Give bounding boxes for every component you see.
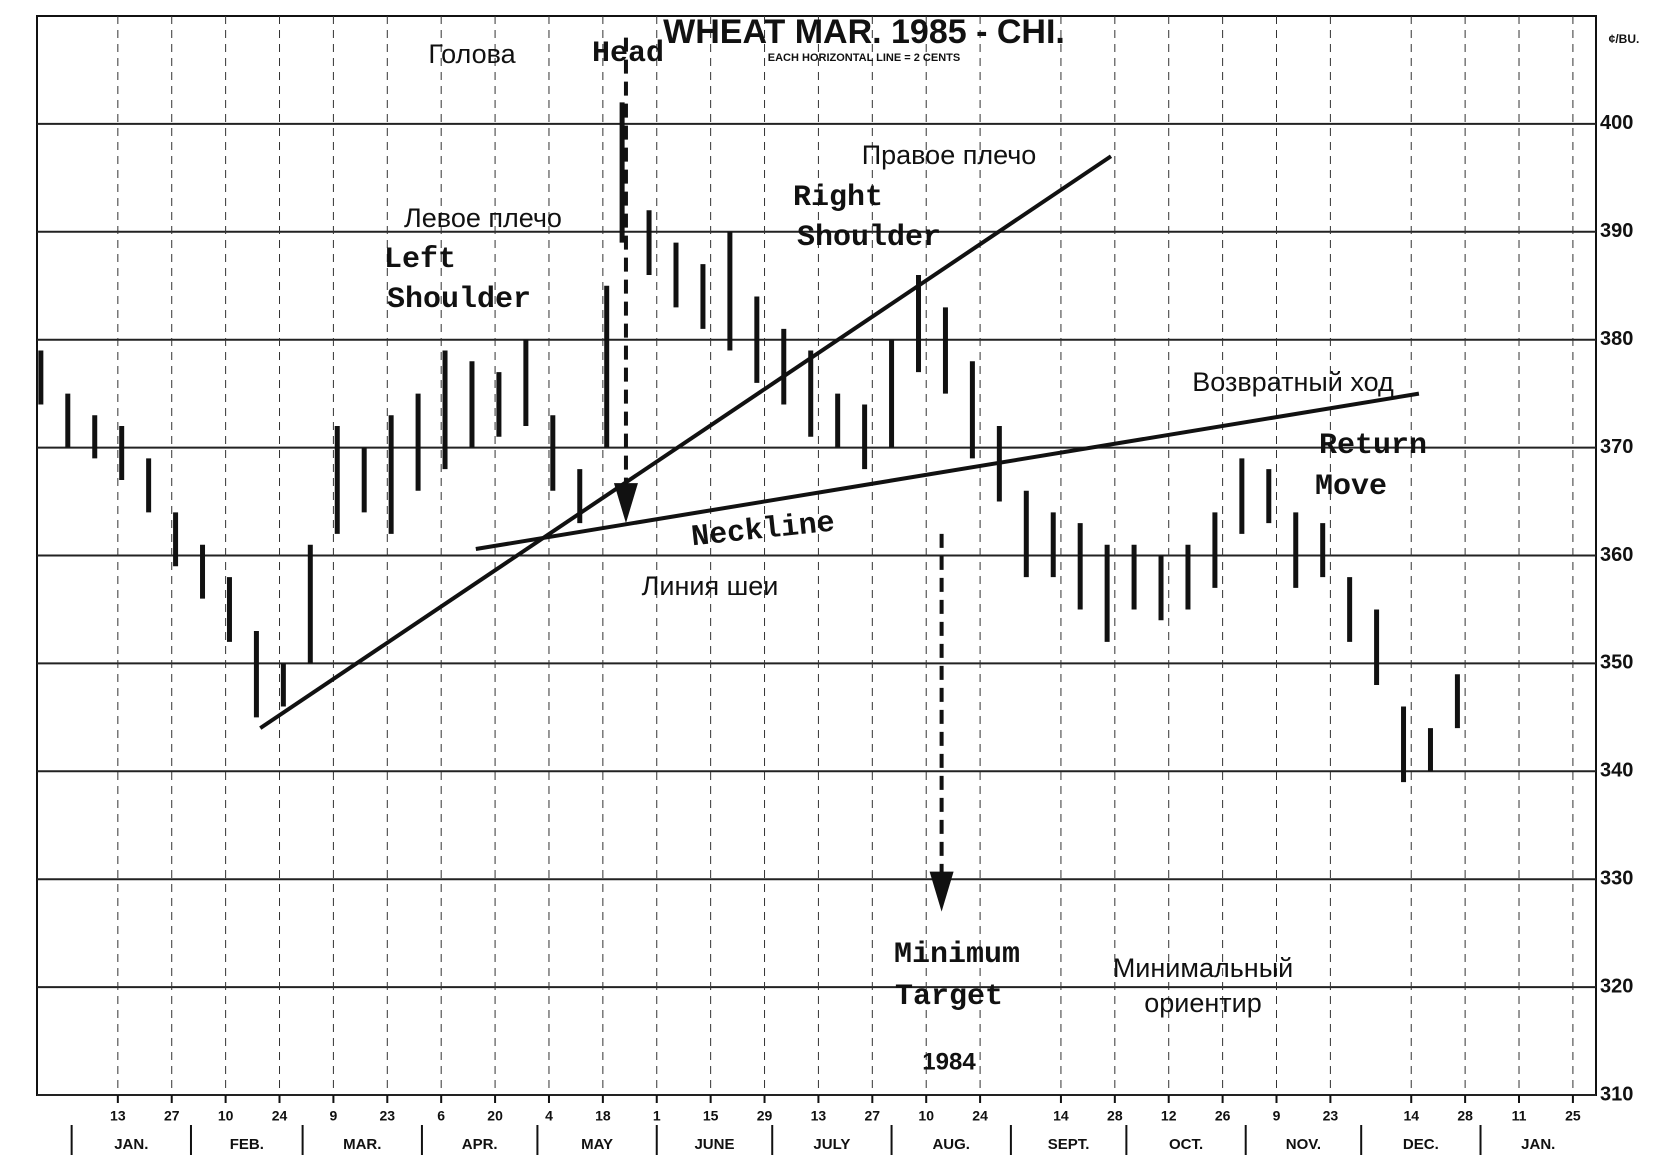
unit-label: ¢/BU.: [1609, 32, 1640, 46]
x-tick-label: 27: [164, 1108, 180, 1124]
month-label: SEPT.: [1048, 1136, 1090, 1153]
x-tick-label: 10: [918, 1108, 934, 1124]
month-label: AUG.: [932, 1136, 970, 1153]
year-label: 1984: [922, 1048, 976, 1075]
x-tick-label: 23: [1323, 1108, 1339, 1124]
annotation: Return: [1319, 429, 1427, 463]
y-tick-label: 340: [1600, 760, 1633, 782]
x-tick-label: 9: [330, 1108, 338, 1124]
y-tick-label: 370: [1600, 436, 1633, 458]
trend-line: [475, 391, 1420, 551]
annotation: Минимальный: [1113, 953, 1293, 983]
month-label: OCT.: [1169, 1136, 1203, 1153]
arrow-head: [929, 871, 954, 912]
annotation: Левое плечо: [404, 203, 562, 233]
x-tick-label: 27: [865, 1108, 881, 1124]
x-tick-label: 13: [110, 1108, 126, 1124]
y-tick-label: 390: [1600, 220, 1633, 242]
annotation: Target: [895, 980, 1003, 1014]
x-tick-label: 12: [1161, 1108, 1177, 1124]
month-label: JAN.: [114, 1136, 148, 1153]
chart-subtitle: EACH HORIZONTAL LINE = 2 CENTS: [768, 52, 960, 64]
x-tick-label: 13: [811, 1108, 827, 1124]
annotation: Правое плечо: [862, 140, 1037, 170]
x-tick-label: 20: [487, 1108, 503, 1124]
x-tick-label: 25: [1565, 1108, 1581, 1124]
annotation: Shoulder: [797, 221, 941, 255]
x-tick-label: 24: [272, 1108, 288, 1124]
x-tick-label: 6: [437, 1108, 445, 1124]
x-tick-label: 1: [653, 1108, 661, 1124]
month-label: JUNE: [694, 1136, 734, 1153]
month-label: FEB.: [230, 1136, 264, 1153]
annotation: Shoulder: [387, 283, 531, 317]
x-tick-label: 11: [1512, 1108, 1527, 1124]
x-tick-label: 15: [703, 1108, 719, 1124]
y-tick-label: 380: [1600, 328, 1633, 350]
x-tick-label: 9: [1273, 1108, 1281, 1124]
y-tick-label: 400: [1600, 112, 1633, 134]
x-tick-label: 14: [1053, 1108, 1069, 1124]
annotation: Right: [793, 181, 883, 215]
month-label: APR.: [462, 1136, 498, 1153]
annotation: ориентир: [1144, 988, 1262, 1018]
x-tick-label: 26: [1215, 1108, 1231, 1124]
annotation: Move: [1315, 470, 1387, 504]
y-tick-label: 330: [1600, 867, 1633, 889]
month-label: JAN.: [1521, 1136, 1555, 1153]
x-tick-label: 23: [380, 1108, 396, 1124]
annotation: Возвратный ход: [1192, 367, 1394, 397]
annotation: Minimum: [894, 938, 1020, 972]
trend-line: [259, 154, 1113, 730]
y-tick-label: 360: [1600, 544, 1633, 566]
x-tick-label: 28: [1457, 1108, 1473, 1124]
month-label: NOV.: [1286, 1136, 1321, 1153]
month-label: JULY: [813, 1136, 850, 1153]
x-tick-label: 29: [757, 1108, 773, 1124]
x-tick-label: 10: [218, 1108, 234, 1124]
annotation: Head: [592, 37, 664, 71]
plot-area: 310 320 330 340 350 360 370 380 390 400 13 27 10 24 9 2…: [36, 15, 1633, 1155]
x-tick-label: 4: [545, 1108, 553, 1124]
y-tick-label: 310: [1600, 1083, 1633, 1105]
x-tick-label: 28: [1107, 1108, 1123, 1124]
month-label: DEC.: [1403, 1136, 1439, 1153]
month-label: MAY: [581, 1136, 613, 1153]
y-tick-label: 350: [1600, 652, 1633, 674]
y-tick-label: 320: [1600, 975, 1633, 997]
annotation: Линия шеи: [642, 571, 779, 601]
month-label: MAR.: [343, 1136, 381, 1153]
chart-title: WHEAT MAR. 1985 - CHI.: [663, 13, 1065, 51]
annotation: Голова: [428, 39, 516, 69]
x-tick-label: 18: [595, 1108, 611, 1124]
x-tick-label: 14: [1403, 1108, 1419, 1124]
annotation: Left: [384, 243, 456, 277]
arrow-head: [613, 483, 638, 524]
x-tick-label: 24: [972, 1108, 988, 1124]
